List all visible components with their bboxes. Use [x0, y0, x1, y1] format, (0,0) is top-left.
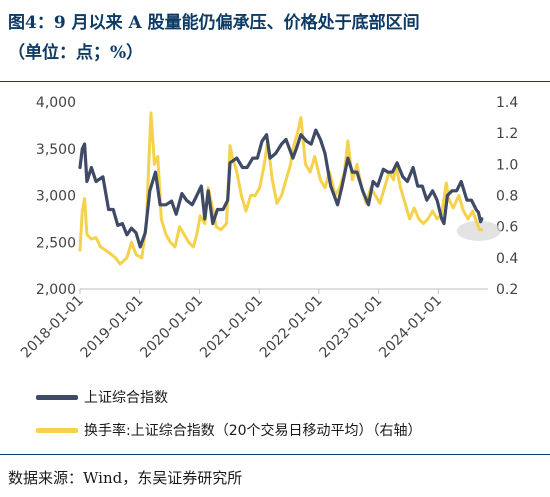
x-tick-label: 2021-01-01: [197, 293, 266, 362]
legend-swatch-index: [36, 394, 78, 400]
legend-item-turnover: 换手率:上证综合指数（20个交易日移动平均）（右轴）: [36, 420, 422, 440]
title-text: 图4：9 月以来 A 股量能仍偏承压、价格处于底部区间: [8, 13, 420, 33]
source-note: 数据来源：Wind，东吴证券研究所: [8, 469, 243, 487]
legend-label-index: 上证综合指数: [84, 390, 168, 406]
legend-label-turnover: 换手率:上证综合指数（20个交易日移动平均）（右轴）: [84, 423, 422, 439]
turnover-line: [78, 111, 484, 266]
chart-plot: 2,000 2,500 3,000 3,500 4,000 0.2 0.4 0.6 0.8 1.0…: [18, 95, 518, 362]
y-left-tick-label: 4,000: [36, 95, 76, 111]
chart-title: 图4：9 月以来 A 股量能仍偏承压、价格处于底部区间 （单位：点；%）: [8, 8, 544, 68]
y-left-tick-label: 2,000: [36, 282, 76, 298]
chart-marks: [78, 111, 501, 266]
y-left-tick-label: 3,500: [36, 142, 76, 158]
y-left-tick-label: 2,500: [36, 235, 76, 251]
x-tick-label: 2024-01-01: [376, 293, 445, 362]
index-line: [78, 128, 484, 249]
y-right-tick-label: 1.4: [496, 95, 518, 111]
footer-rule: [0, 454, 550, 455]
title-units: （单位：点；%）: [8, 43, 144, 63]
x-tick-label: 2023-01-01: [317, 293, 386, 362]
y-right-tick-label: 1.0: [496, 157, 518, 173]
legend-swatch-turnover: [36, 427, 78, 433]
title-rule: [0, 81, 550, 82]
legend-item-index: 上证综合指数: [36, 387, 168, 407]
x-tick-label: 2019-01-01: [78, 293, 147, 362]
x-tick-label: 2020-01-01: [137, 293, 206, 362]
y-right-tick-label: 0.4: [496, 251, 518, 267]
x-tick-label: 2022-01-01: [257, 293, 326, 362]
y-left-tick-label: 3,000: [36, 189, 76, 205]
y-right-tick-label: 0.6: [496, 220, 518, 236]
x-tick-label: 2018-01-01: [18, 293, 87, 362]
y-right-tick-label: 0.8: [496, 189, 518, 205]
y-right-tick-label: 1.2: [496, 126, 518, 142]
y-right-tick-label: 0.2: [496, 282, 518, 298]
